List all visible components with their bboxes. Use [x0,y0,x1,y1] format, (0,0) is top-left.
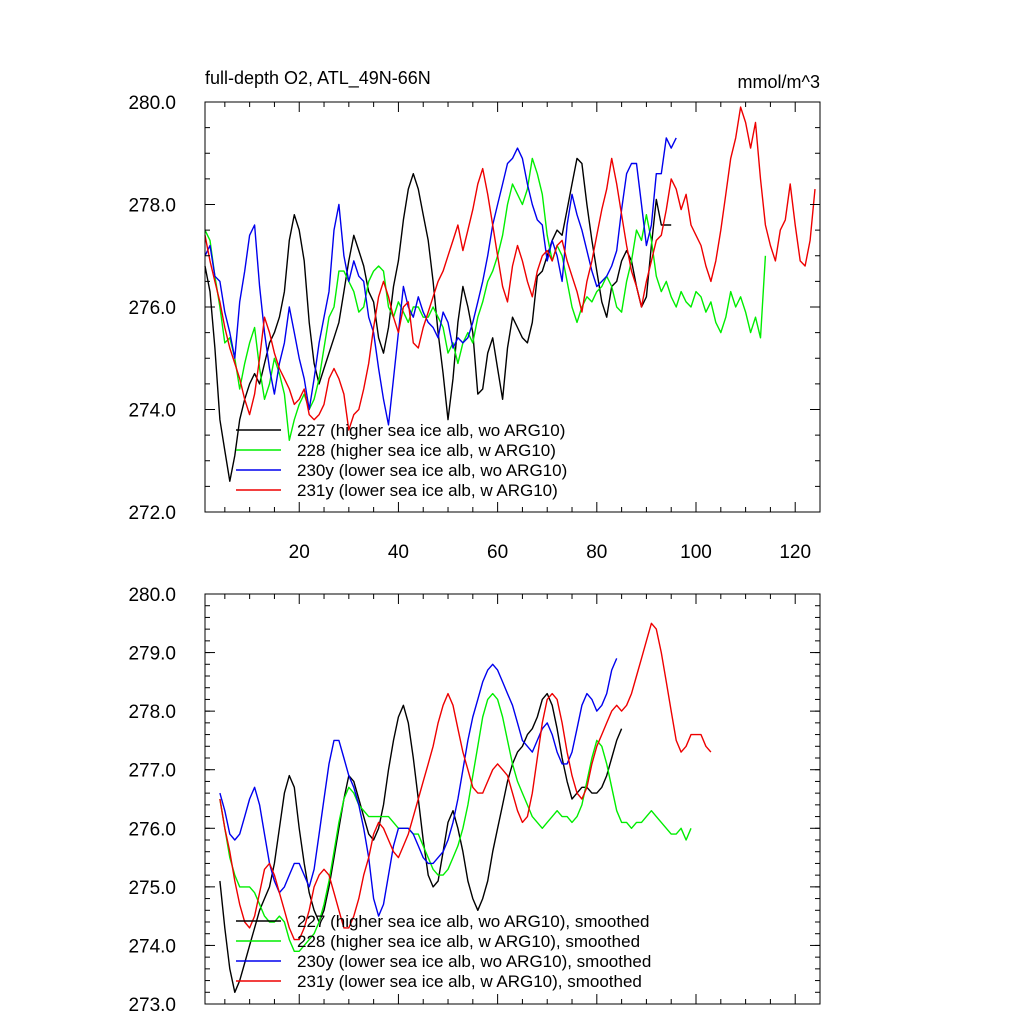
series-line-3 [219,622,712,941]
legend-label-3: 231y (lower sea ice alb, w ARG10), smoot… [297,972,642,991]
top-panel-legend: 227 (higher sea ice alb, wo ARG10)228 (h… [236,421,567,500]
y-tick-label: 272.0 [128,503,176,524]
y-tick-label: 276.0 [128,298,176,319]
x-tick-label: 60 [487,542,508,563]
y-tick-label: 274.0 [128,401,176,422]
y-tick-label: 280.0 [128,585,176,606]
y-tick-label: 280.0 [128,93,176,114]
y-tick-label: 273.0 [128,995,176,1016]
legend-label-0: 227 (higher sea ice alb, wo ARG10) [297,421,565,440]
series-line-2 [219,658,618,917]
series-line-2 [204,137,677,426]
y-tick-label: 279.0 [128,644,176,665]
y-tick-label: 275.0 [128,878,176,899]
series-line-0 [219,692,623,993]
legend-label-1: 228 (higher sea ice alb, w ARG10) [297,441,556,460]
series-line-1 [204,157,767,441]
legend-label-1: 228 (higher sea ice alb, w ARG10), smoot… [297,932,640,951]
legend-label-3: 231y (lower sea ice alb, w ARG10) [297,481,558,500]
legend-label-2: 230y (lower sea ice alb, wo ARG10) [297,461,567,480]
x-tick-label: 20 [289,542,310,563]
top-panel-ticks: 272.0 274.0 276.0 278.0 280.0 20 40 60 80 100 120 [128,93,821,563]
legend-label-0: 227 (higher sea ice alb, wo ARG10), smoo… [297,912,649,931]
x-tick-label: 40 [388,542,409,563]
bottom-panel-series [219,622,712,993]
top-panel-units: mmol/m^3 [738,72,820,92]
y-tick-label: 277.0 [128,761,176,782]
top-panel-series [204,106,816,482]
x-tick-label: 100 [680,542,712,563]
top-panel-title: full-depth O2, ATL_49N-66N [205,68,431,89]
bottom-panel: 273.0 274.0 275.0 276.0 277.0 278.0 279.0 280.0… [128,585,821,1016]
y-tick-label: 274.0 [128,936,176,957]
y-tick-label: 278.0 [128,702,176,723]
y-tick-label: 276.0 [128,819,176,840]
bottom-panel-legend: 227 (higher sea ice alb, wo ARG10), smoo… [236,912,651,991]
y-tick-label: 278.0 [128,196,176,217]
bottom-panel-ticks: 273.0 274.0 275.0 276.0 277.0 278.0 279.0 280.0 [128,585,821,1016]
x-tick-label: 120 [779,542,811,563]
legend-label-2: 230y (lower sea ice alb, wo ARG10), smoo… [297,952,651,971]
bottom-panel-frame [204,593,821,1005]
series-line-1 [219,692,692,952]
x-tick-label: 80 [586,542,607,563]
series-line-3 [204,106,816,431]
